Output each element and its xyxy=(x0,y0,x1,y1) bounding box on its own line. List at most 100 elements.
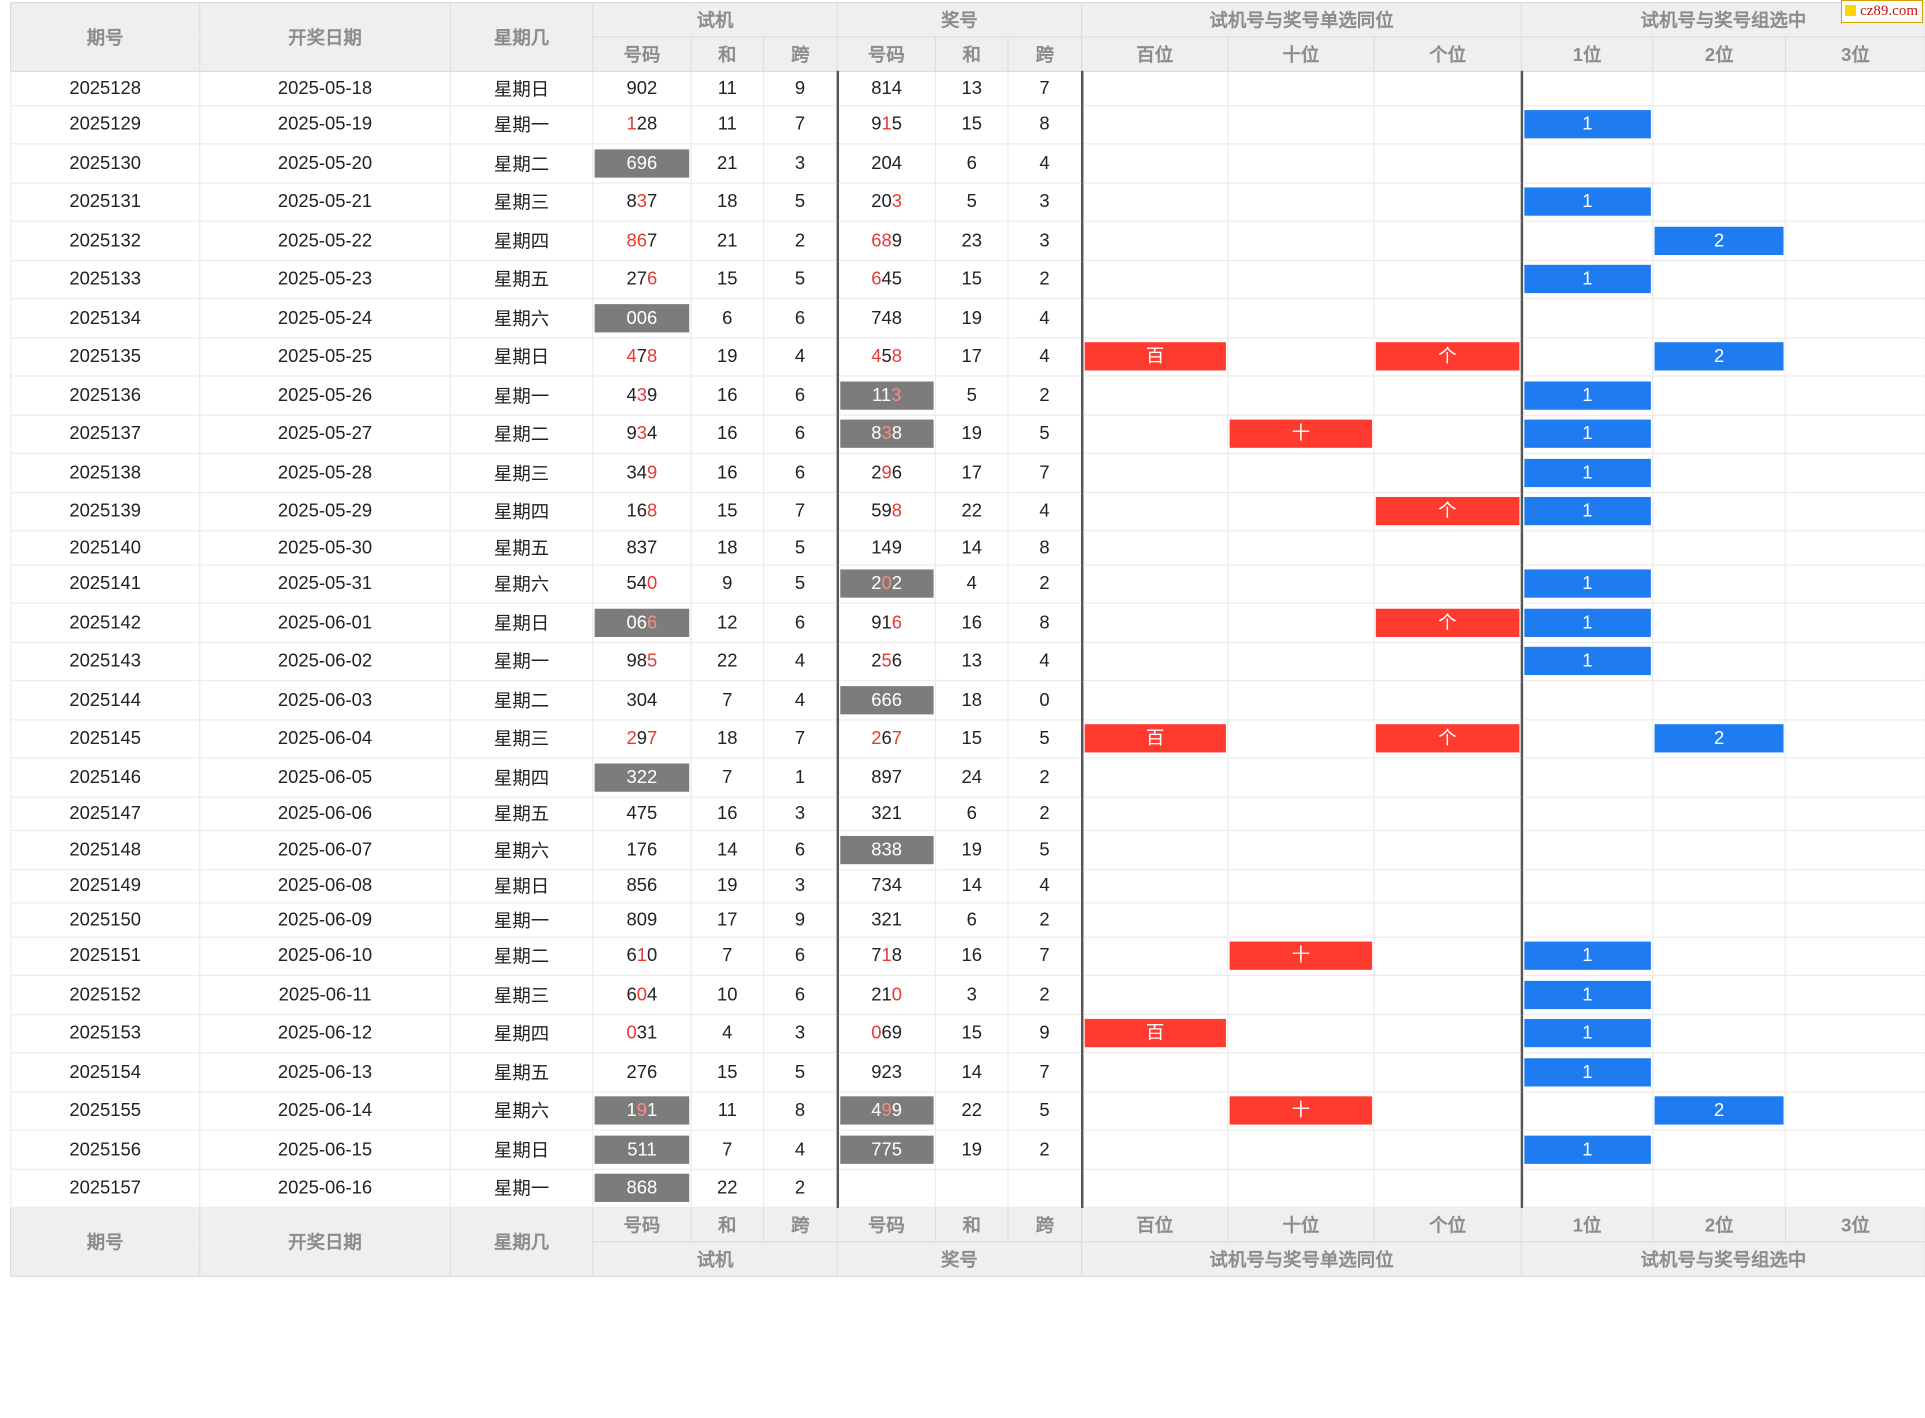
cell-trial-span: 3 xyxy=(763,869,839,904)
cell-pos2 xyxy=(1652,530,1787,566)
table-row[interactable]: 2025128 2025-05-18 星期日 902 11 9 814 13 7 xyxy=(9,71,1925,106)
table-row[interactable]: 2025153 2025-06-12 星期四 031 4 3 069 15 9 百 1 xyxy=(9,1014,1925,1054)
footer-tens[interactable]: 十位 xyxy=(1227,1206,1375,1243)
cell-trial-number-digit: 1 xyxy=(626,114,637,135)
table-row[interactable]: 2025132 2025-05-22 星期四 867 21 2 689 23 3 2 xyxy=(9,221,1925,261)
header-date[interactable]: 开奖日期 xyxy=(199,2,451,73)
cell-pos2 xyxy=(1652,830,1787,870)
table-row[interactable]: 2025143 2025-06-02 星期一 985 22 4 256 13 4 1 xyxy=(9,641,1925,682)
cell-prize-sum: 13 xyxy=(935,71,1009,106)
header-pos2[interactable]: 2位 xyxy=(1652,36,1787,73)
footer-hundreds[interactable]: 百位 xyxy=(1081,1206,1229,1243)
cell-trial-number-digit: 5 xyxy=(647,650,658,672)
cell-pos1: 1 xyxy=(1521,375,1654,416)
footer-weekday[interactable]: 星期几 xyxy=(449,1206,594,1277)
table-row[interactable]: 2025129 2025-05-19 星期一 128 11 7 915 15 8 1 xyxy=(9,105,1925,145)
footer-pos1[interactable]: 1位 xyxy=(1520,1206,1654,1243)
cell-date: 2025-06-01 xyxy=(199,603,451,643)
header-prize-number[interactable]: 号码 xyxy=(836,36,937,73)
table-row[interactable]: 2025131 2025-05-21 星期三 837 18 5 203 5 3 1 xyxy=(9,182,1925,222)
header-units[interactable]: 个位 xyxy=(1373,36,1523,73)
header-trial-span[interactable]: 跨 xyxy=(762,36,838,73)
cell-units xyxy=(1373,564,1523,604)
table-row[interactable]: 2025157 2025-06-16 星期一 868 22 2 xyxy=(9,1168,1925,1209)
header-hundreds[interactable]: 百位 xyxy=(1081,36,1229,73)
cell-prize-number-digit: 9 xyxy=(881,1100,892,1122)
cell-trial-sum: 4 xyxy=(691,1014,765,1054)
cell-pos1: 1 xyxy=(1521,603,1654,643)
table-row[interactable]: 2025151 2025-06-10 星期二 610 7 6 718 16 7 十 1 xyxy=(9,936,1925,976)
cell-prize-span: 5 xyxy=(1007,830,1083,870)
footer-trial-number[interactable]: 号码 xyxy=(592,1206,692,1243)
cell-trial-number: 031 xyxy=(592,1014,692,1054)
header-pos1[interactable]: 1位 xyxy=(1520,36,1654,73)
cell-trial-number-digit: 7 xyxy=(636,839,648,861)
table-row[interactable]: 2025142 2025-06-01 星期日 066 12 6 916 16 8 个 1 xyxy=(9,603,1925,643)
cell-prize-number: 321 xyxy=(837,796,937,832)
cell-trial-number-digit: 5 xyxy=(647,803,658,824)
table-row[interactable]: 2025139 2025-05-29 星期四 168 15 7 598 22 4 个 1 xyxy=(9,492,1925,532)
cell-date: 2025-06-16 xyxy=(199,1168,451,1209)
table-row[interactable]: 2025154 2025-06-13 星期五 276 15 5 923 14 7 1 xyxy=(9,1052,1925,1093)
table-row[interactable]: 2025155 2025-06-14 星期六 191 11 8 499 22 5 十 2 xyxy=(9,1091,1925,1131)
header-tens[interactable]: 十位 xyxy=(1227,36,1375,73)
cell-issue: 2025131 xyxy=(9,182,201,222)
cell-pos2 xyxy=(1652,641,1787,682)
footer-pos2[interactable]: 2位 xyxy=(1652,1206,1787,1243)
table-row[interactable]: 2025156 2025-06-15 星期日 511 7 4 775 19 2 1 xyxy=(9,1130,1925,1170)
table-row[interactable]: 2025145 2025-06-04 星期三 297 18 7 267 15 5 百个 2 xyxy=(9,719,1925,759)
footer-prize-number[interactable]: 号码 xyxy=(836,1206,937,1243)
table-row[interactable]: 2025135 2025-05-25 星期日 478 19 4 458 17 4 百个 2 xyxy=(9,337,1925,377)
header-trial-sum[interactable]: 和 xyxy=(690,36,765,73)
cell-pos1-badge: 1 xyxy=(1523,980,1651,1009)
cell-trial-number: 322 xyxy=(592,757,692,798)
cell-trial-number-digit: 2 xyxy=(647,766,658,788)
footer-trial-sum[interactable]: 和 xyxy=(690,1206,765,1243)
header-pos3[interactable]: 3位 xyxy=(1784,36,1925,73)
footer-issue[interactable]: 期号 xyxy=(9,1206,201,1277)
footer-pos3[interactable]: 3位 xyxy=(1784,1206,1925,1243)
header-trial-number[interactable]: 号码 xyxy=(592,36,692,73)
table-row[interactable]: 2025138 2025-05-28 星期三 349 16 6 296 17 7 1 xyxy=(9,453,1925,493)
cell-prize-span: 2 xyxy=(1007,796,1083,832)
cell-hundreds xyxy=(1081,902,1229,938)
footer-trial-span[interactable]: 跨 xyxy=(762,1206,838,1243)
table-row[interactable]: 2025133 2025-05-23 星期五 276 15 5 645 15 2 1 xyxy=(9,259,1925,300)
cell-hundreds xyxy=(1081,975,1229,1015)
footer-prize-span[interactable]: 跨 xyxy=(1007,1206,1083,1243)
footer-date[interactable]: 开奖日期 xyxy=(199,1206,451,1277)
header-issue[interactable]: 期号 xyxy=(9,2,201,73)
cell-prize-number-digit: 5 xyxy=(891,268,903,290)
table-row[interactable]: 2025136 2025-05-26 星期一 439 16 6 113 5 2 1 xyxy=(9,375,1925,416)
header-prize-sum[interactable]: 和 xyxy=(934,36,1009,73)
table-row[interactable]: 2025137 2025-05-27 星期二 934 16 6 838 19 5 十 1 xyxy=(9,414,1925,454)
cell-prize-number-digit: 9 xyxy=(891,1022,903,1044)
cell-pos1: 1 xyxy=(1521,1014,1654,1054)
table-header: 期号 开奖日期 星期几 试机 奖号 试机号与奖号单选同位 试机号与奖号组选中 号… xyxy=(9,2,1925,73)
site-logo[interactable]: cz89.com xyxy=(1841,0,1923,23)
cell-trial-number-digit: 0 xyxy=(636,307,648,329)
table-row[interactable]: 2025147 2025-06-06 星期五 475 16 3 321 6 2 xyxy=(9,796,1925,832)
header-weekday[interactable]: 星期几 xyxy=(449,2,594,73)
table-row[interactable]: 2025141 2025-05-31 星期六 540 9 5 202 4 2 1 xyxy=(9,564,1925,604)
table-row[interactable]: 2025150 2025-06-09 星期一 809 17 9 321 6 2 xyxy=(9,902,1925,938)
table-row[interactable]: 2025146 2025-06-05 星期四 322 7 1 897 24 2 xyxy=(9,757,1925,798)
cell-trial-number-digit: 8 xyxy=(626,875,637,897)
header-prize-span[interactable]: 跨 xyxy=(1007,36,1083,73)
cell-pos2 xyxy=(1652,680,1787,720)
cell-tens xyxy=(1227,492,1375,532)
footer-prize-sum[interactable]: 和 xyxy=(934,1206,1009,1243)
cell-hundreds xyxy=(1081,1168,1229,1209)
table-row[interactable]: 2025152 2025-06-11 星期三 604 10 6 210 3 2 1 xyxy=(9,975,1925,1015)
table-row[interactable]: 2025148 2025-06-07 星期六 176 14 6 838 19 5 xyxy=(9,830,1925,870)
table-row[interactable]: 2025144 2025-06-03 星期二 304 7 4 666 18 0 xyxy=(9,680,1925,720)
table-row[interactable]: 2025149 2025-06-08 星期日 856 19 3 734 14 4 xyxy=(9,869,1925,904)
cell-pos1: 1 xyxy=(1521,414,1654,454)
table-row[interactable]: 2025140 2025-05-30 星期五 837 18 5 149 14 8 xyxy=(9,530,1925,566)
footer-units[interactable]: 个位 xyxy=(1373,1206,1523,1243)
table-row[interactable]: 2025134 2025-05-24 星期六 006 6 6 748 19 4 xyxy=(9,298,1925,338)
cell-pos1 xyxy=(1521,869,1654,904)
table-row[interactable]: 2025130 2025-05-20 星期二 696 21 3 204 6 4 xyxy=(9,143,1925,184)
cell-prize-number-digit: 7 xyxy=(871,945,882,967)
cell-weekday: 星期一 xyxy=(450,641,594,682)
